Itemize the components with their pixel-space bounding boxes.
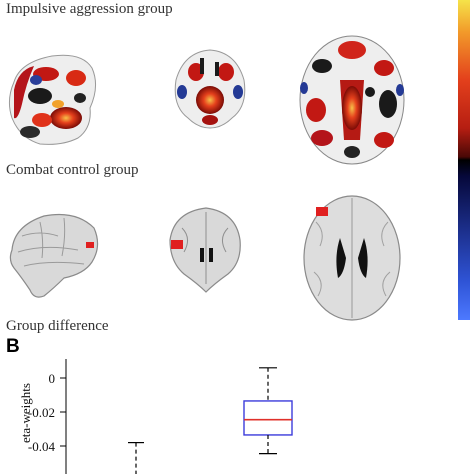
impulsive-group-heading: Impulsive aggression group [6, 1, 173, 17]
box-marks [128, 367, 293, 474]
control-axial-map [303, 195, 401, 321]
y-ticks: 0 -0.02 -0.04 [28, 371, 66, 454]
box2-iqr [243, 400, 293, 436]
control-group-heading: Combat control group [6, 162, 139, 178]
panel-b-boxplot: 0 -0.02 -0.04 [28, 359, 293, 474]
y-axis-label: eta-weights [18, 383, 33, 443]
control-sagittal-map [9, 213, 99, 298]
impulsive-coronal-map [174, 49, 246, 129]
impulsive-sagittal-map [8, 54, 96, 145]
y-tick-label: -0.04 [28, 439, 56, 454]
color-scale-bar [458, 0, 470, 320]
y-tick-label: 0 [49, 371, 56, 386]
panel-b-label: B [6, 336, 20, 357]
impulsive-axial-map [299, 35, 405, 165]
group-difference-heading: Group difference [6, 318, 109, 334]
y-tick-label: -0.02 [28, 405, 55, 420]
control-coronal-map [169, 207, 241, 293]
